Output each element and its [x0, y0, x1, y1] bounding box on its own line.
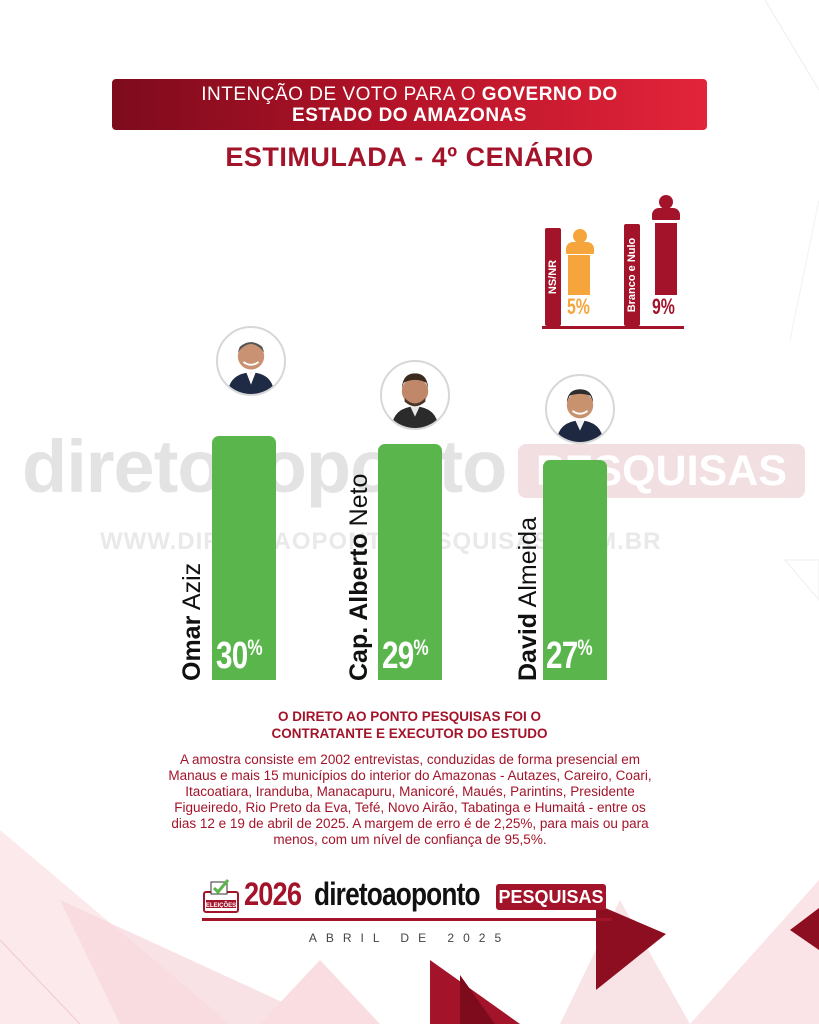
- name-alberto-neto: Cap. Alberto Neto: [345, 474, 374, 681]
- brand-logo: ELEIÇÕES 2026 diretoaoponto PESQUISAS: [202, 874, 612, 916]
- logo-brand: diretoaoponto: [314, 876, 481, 912]
- name-omar-aziz-bold: Omar: [178, 615, 206, 681]
- logo-divider: [202, 918, 612, 921]
- branco-nulo-tag: Branco e Nulo: [624, 224, 640, 326]
- logo-year: 2026: [244, 876, 302, 912]
- value-david-almeida-number: 27: [546, 635, 578, 677]
- bar-omar-aziz: [212, 435, 276, 680]
- branco-nulo-bar: [655, 223, 677, 295]
- logo-pesquisas: PESQUISAS: [496, 884, 606, 910]
- branco-nulo-figure-shoulders: [652, 208, 680, 220]
- value-omar-aziz-number: 30: [216, 635, 248, 677]
- ballot-badge-text: ELEIÇÕES: [206, 902, 236, 909]
- contract-statement: O DIRETO AO PONTO PESQUISAS FOI O CONTRA…: [0, 708, 819, 742]
- ns-nr-value: 5%: [567, 294, 590, 319]
- ns-nr-tag: NS/NR: [545, 228, 561, 326]
- branco-nulo-figure-head: [659, 195, 673, 209]
- methodology-text: A amostra consiste em 2002 entrevistas, …: [168, 752, 652, 847]
- publication-date: ABRIL DE 2025: [308, 931, 511, 945]
- contract-line-1: O DIRETO AO PONTO PESQUISAS FOI O: [277, 709, 542, 724]
- ns-nr-label: NS/NR: [547, 259, 559, 295]
- value-omar-aziz: 30%: [216, 635, 263, 678]
- others-chart-baseline: [542, 326, 684, 329]
- header-title-bold: GOVERNO DO: [481, 84, 618, 105]
- header-title-bold-line2: ESTADO DO AMAZONAS: [292, 105, 527, 126]
- contract-line-2: CONTRATANTE E EXECUTOR DO ESTUDO: [271, 726, 548, 741]
- name-alberto-neto-regular: Neto: [345, 473, 373, 527]
- avatar-omar-aziz: [216, 326, 286, 396]
- percent-sign: %: [247, 635, 262, 660]
- percent-sign: %: [577, 635, 592, 660]
- value-alberto-neto-number: 29: [382, 635, 414, 677]
- avatar-david-almeida: [545, 374, 615, 444]
- percent-sign: %: [413, 635, 428, 660]
- branco-nulo-label: Branco e Nulo: [626, 237, 638, 313]
- bar-alberto-neto: [378, 443, 442, 680]
- name-alberto-neto-bold: Cap. Alberto: [345, 533, 373, 681]
- name-david-almeida-bold: David: [514, 612, 542, 681]
- ns-nr-bar: [568, 255, 590, 295]
- name-david-almeida-regular: Almeida: [514, 517, 542, 608]
- value-david-almeida: 27%: [546, 635, 593, 678]
- branco-nulo-value: 9%: [652, 294, 675, 319]
- bar-david-almeida: [543, 459, 607, 680]
- ns-nr-figure-shoulders: [566, 242, 594, 254]
- avatar-alberto-neto: [380, 360, 450, 430]
- name-omar-aziz-regular: Aziz: [178, 562, 206, 611]
- name-omar-aziz: Omar Aziz: [178, 563, 207, 681]
- value-alberto-neto: 29%: [382, 635, 429, 678]
- name-david-almeida: David Almeida: [514, 517, 543, 681]
- ns-nr-figure-head: [573, 229, 587, 243]
- header-title-regular: INTENÇÃO DE VOTO PARA O: [201, 84, 482, 105]
- scenario-subtitle: ESTIMULADA - 4º CENÁRIO: [225, 142, 594, 172]
- ballot-box-icon: ELEIÇÕES: [203, 879, 239, 913]
- header-title: INTENÇÃO DE VOTO PARA O GOVERNO DO ESTAD…: [112, 79, 707, 130]
